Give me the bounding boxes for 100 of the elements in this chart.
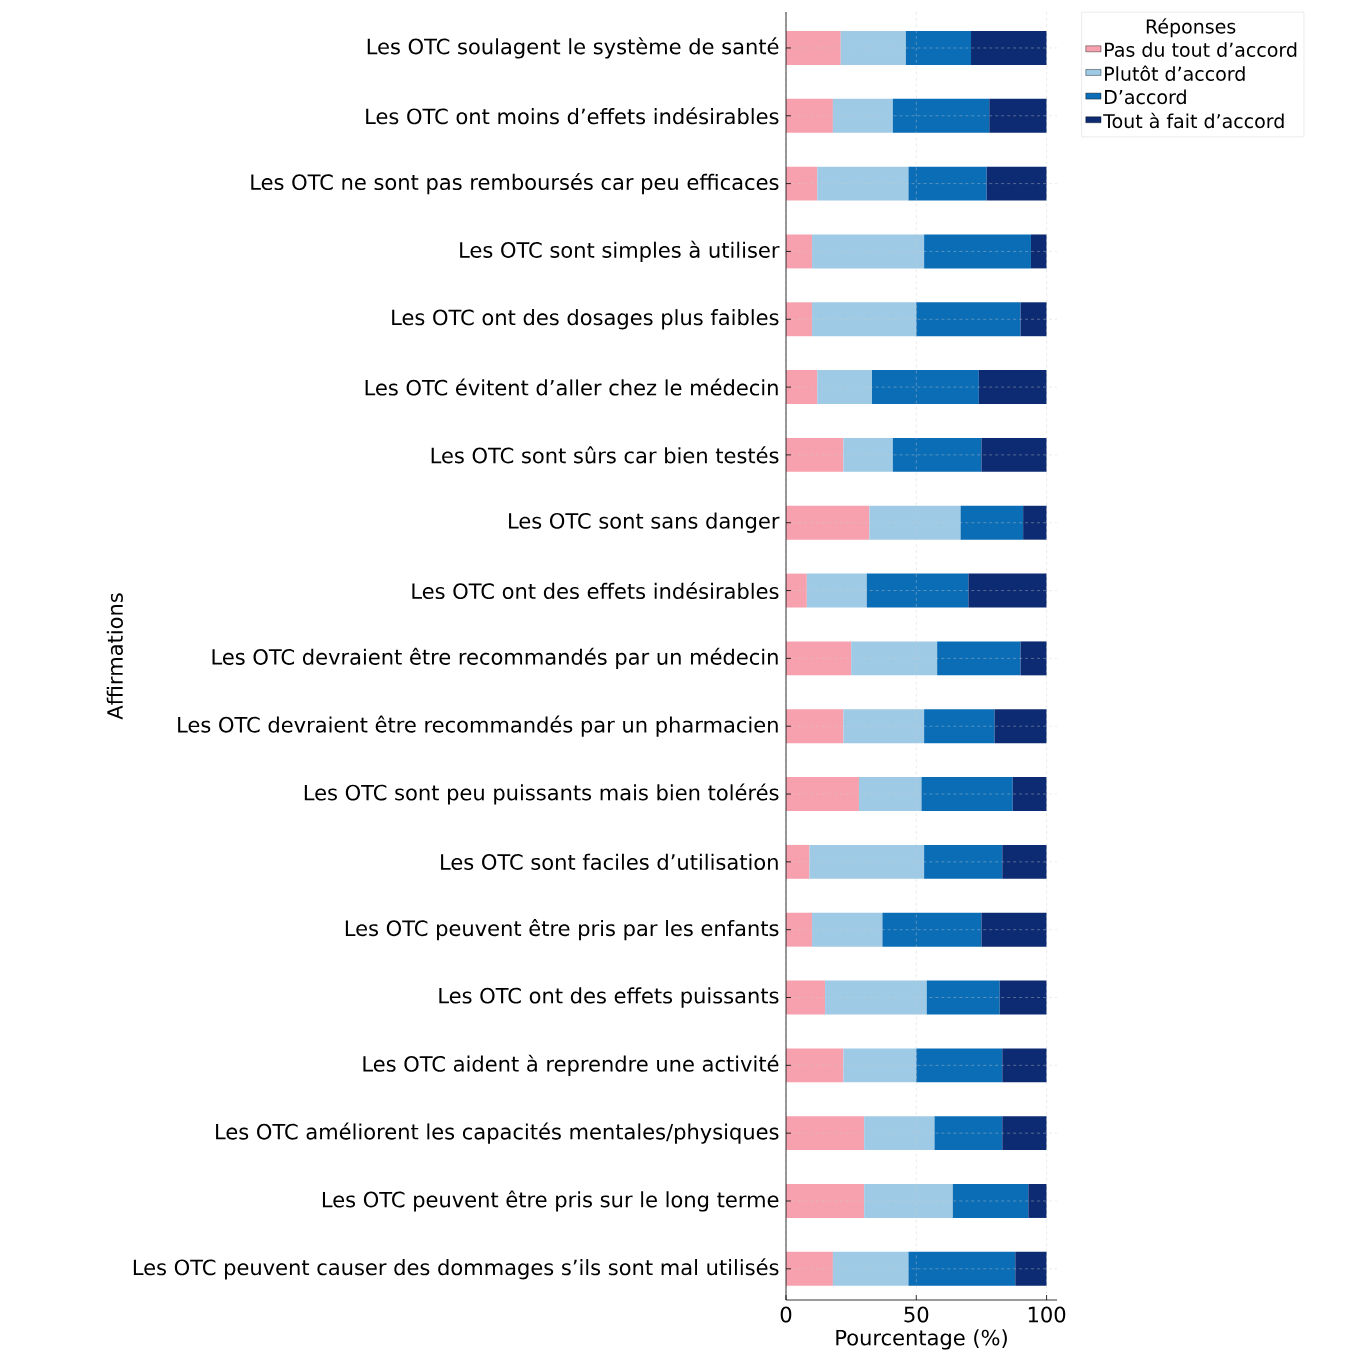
bar [989, 98, 1047, 133]
bar [851, 641, 938, 676]
bar [924, 234, 1031, 269]
bar [843, 437, 893, 472]
bar [994, 709, 1047, 744]
bar [872, 370, 979, 405]
bar [786, 98, 833, 133]
bar [908, 166, 987, 201]
y-tick-label: Les OTC sont sûrs car bien testés [431, 446, 779, 464]
y-tick-label: Les OTC sont sans danger [509, 512, 780, 533]
y-tick-label: Les OTC évitent d’aller chez le médecin [365, 378, 778, 396]
bar [937, 641, 1021, 676]
bar [968, 573, 1047, 608]
bar [1002, 1048, 1047, 1083]
x-axis-title: Pourcentage (%) [836, 1329, 1007, 1350]
bar [832, 98, 893, 133]
bar [786, 709, 844, 744]
bar [786, 234, 813, 269]
bar [952, 1184, 1029, 1218]
bar [1002, 844, 1047, 879]
bar [786, 573, 807, 608]
bar [812, 302, 917, 337]
bar [843, 709, 925, 744]
bar [786, 844, 810, 879]
bar [786, 505, 870, 540]
bar [817, 370, 872, 405]
bar [840, 31, 906, 65]
bar [892, 437, 982, 472]
x-tick-label: 100 [1028, 1306, 1066, 1323]
bar [960, 505, 1024, 540]
y-tick-label: Les OTC sont peu puissants mais bien tolérés [304, 783, 779, 805]
y-tick-label: Les OTC ont moins d’effets indésirables [366, 107, 779, 125]
y-tick-label: Les OTC aident à reprendre une activité [363, 1054, 779, 1076]
y-tick-label: Les OTC ne sont pas remboursés car peu efficaces [251, 173, 779, 195]
y-tick-label: Les OTC peuvent être pris par les enfants [345, 919, 779, 941]
bar [1012, 777, 1047, 811]
bar [916, 1048, 1003, 1083]
bar [978, 370, 1047, 405]
legend-label: Plutôt d’accord [1105, 65, 1245, 81]
bar [786, 1116, 865, 1151]
bar [926, 980, 1000, 1015]
bar [892, 98, 990, 133]
x-tick-label: 0 [780, 1306, 792, 1323]
y-tick-label: Les OTC améliorent les capacités mentales/physiques [216, 1122, 779, 1144]
y-tick-label: Les OTC sont faciles d’utilisation [441, 853, 778, 870]
bar [1020, 641, 1047, 676]
bar [869, 505, 961, 540]
legend-title: Réponses [1146, 18, 1236, 38]
y-tick-label: Les OTC devraient être recommandés par un médecin [212, 647, 778, 669]
bar [866, 573, 969, 608]
bar [786, 1184, 865, 1218]
bar [864, 1184, 953, 1218]
legend-label: Tout à fait d’accord [1103, 112, 1284, 129]
bar [908, 1251, 1016, 1286]
bar [825, 980, 927, 1015]
y-axis-title: Affirmations [106, 593, 123, 720]
bar [786, 1048, 844, 1083]
y-tick-label: Les OTC devraient être recommandés par un pharmacien [178, 715, 778, 737]
bar [786, 31, 841, 65]
bar [806, 573, 867, 608]
bar [924, 709, 995, 744]
bar [905, 31, 972, 65]
bar [812, 912, 883, 947]
bar [812, 234, 925, 269]
bar [786, 912, 813, 947]
bar [986, 166, 1047, 201]
y-tick-label: Les OTC soulagent le système de santé [367, 37, 779, 59]
bar [981, 437, 1047, 472]
bar [916, 302, 1021, 337]
bar [864, 1116, 935, 1151]
bar [786, 370, 818, 405]
bar [817, 166, 909, 201]
bar [786, 1251, 833, 1286]
bar [1015, 1251, 1047, 1286]
bar [843, 1048, 917, 1083]
bar [786, 166, 818, 201]
bar [1030, 234, 1047, 269]
y-tick-label: Les OTC ont des effets puissants [439, 987, 779, 1008]
bar [786, 641, 852, 676]
legend-label: Pas du tout d’accord [1105, 42, 1297, 57]
y-tick-label: Les OTC peuvent être pris sur le long terme [322, 1190, 779, 1212]
bar [858, 777, 922, 811]
bar [1023, 505, 1047, 540]
legend-label: D’accord [1105, 89, 1186, 105]
bar [786, 437, 844, 472]
bar [1020, 302, 1047, 337]
bar [1002, 1116, 1047, 1151]
bar [934, 1116, 1003, 1151]
y-tick-label: Les OTC ont des effets indésirables [412, 582, 779, 600]
bar [786, 980, 826, 1015]
bar [1028, 1184, 1047, 1218]
bar [786, 302, 813, 337]
x-tick-label: 50 [904, 1306, 929, 1323]
y-tick-label: Les OTC ont des dosages plus faibles [392, 309, 779, 330]
y-tick-label: Les OTC peuvent causer des dommages s’ils sont mal utilisés [133, 1258, 779, 1280]
bar [809, 844, 925, 879]
bar [786, 777, 859, 811]
bar [882, 912, 982, 947]
bar [832, 1251, 909, 1286]
bar [924, 844, 1003, 879]
